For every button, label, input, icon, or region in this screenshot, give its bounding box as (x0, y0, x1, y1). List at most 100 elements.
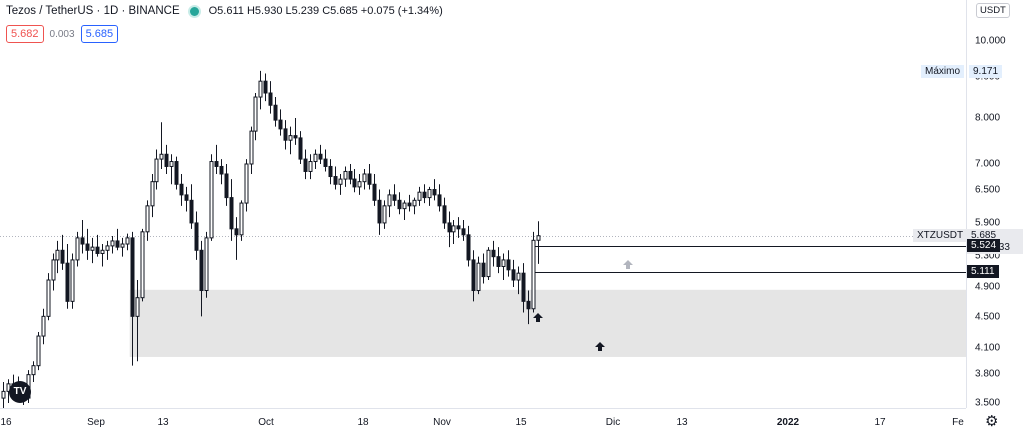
candle (214, 144, 219, 174)
buy-button[interactable]: 5.685 (80, 25, 119, 43)
gear-icon[interactable]: ⚙ (985, 413, 999, 430)
line-price-tag: 5.111 (967, 265, 999, 278)
candle-body (258, 80, 263, 98)
time-scale[interactable]: 16 Sep 13 Oct 18 Nov 15 Dic 13 2022 17 Fe (0, 408, 966, 435)
candle (125, 233, 130, 251)
candle-body (244, 163, 249, 204)
candle-body (402, 202, 407, 210)
symbol-legend: Tezos / TetherUS · 1D · BINANCE O5.611 H… (6, 5, 443, 17)
candle (70, 253, 75, 309)
candle (377, 189, 382, 235)
market-status-icon (189, 6, 199, 16)
candle (422, 184, 427, 204)
candle (263, 73, 268, 102)
symbol-title[interactable]: Tezos / TetherUS · 1D · BINANCE (6, 5, 180, 17)
candle-body (407, 202, 412, 207)
candle-body (392, 194, 397, 201)
candle-body (516, 272, 521, 281)
candle (90, 237, 95, 264)
candle (55, 240, 60, 274)
candle (466, 225, 471, 267)
candle (481, 253, 486, 284)
candle (397, 192, 402, 215)
candle (412, 197, 417, 215)
candle (244, 159, 249, 212)
candle-body (308, 161, 313, 172)
candle (150, 173, 155, 218)
time-tick-label: 13 (157, 417, 169, 428)
sell-button[interactable]: 5.682 (6, 25, 44, 43)
open-value: O5.611 (208, 5, 244, 17)
candle (31, 361, 36, 382)
candle-body (46, 279, 51, 317)
candle-body (169, 161, 174, 167)
symbol-tag: XTZUSDT (913, 229, 968, 242)
candle-body (486, 249, 491, 278)
candle (80, 220, 85, 254)
candle (486, 247, 491, 281)
candle (41, 308, 46, 345)
candle-body (333, 176, 338, 185)
candle (234, 217, 239, 260)
spread-value: 0.003 (49, 28, 75, 40)
candle-body (382, 205, 387, 224)
candle-body (471, 259, 476, 292)
candle-body (481, 262, 486, 278)
candle (308, 154, 313, 180)
candle-body (219, 165, 224, 175)
candle (110, 236, 115, 254)
candle-body (51, 259, 56, 281)
candle-body (268, 92, 273, 106)
candle (526, 290, 531, 325)
price-scale[interactable]: 10.0009.0008.0007.0006.5005.9005.3004.90… (966, 0, 1023, 409)
chart-pane[interactable]: Tezos / TetherUS · 1D · BINANCE O5.611 H… (0, 0, 966, 408)
candle (501, 253, 506, 281)
candle (357, 173, 362, 195)
candle (169, 154, 174, 185)
candle-body (194, 222, 199, 251)
candle-body (367, 173, 372, 185)
candle (120, 237, 125, 257)
candle (209, 154, 214, 241)
time-tick-label: Nov (433, 417, 451, 428)
currency-button[interactable]: USDT (976, 3, 1010, 18)
candle (338, 173, 343, 195)
candle-body (456, 225, 461, 230)
candle (432, 179, 437, 201)
candle (154, 149, 159, 190)
candle-body (476, 262, 481, 292)
candle (65, 244, 70, 309)
candle (115, 228, 120, 251)
candle-body (417, 191, 422, 201)
candle-body (85, 243, 90, 251)
candle (407, 194, 412, 212)
candle-body (506, 259, 511, 271)
time-tick-label: Fe (952, 417, 964, 428)
up-arrow-icon (533, 313, 543, 322)
candle (46, 273, 51, 321)
candle (268, 81, 273, 114)
candle (343, 166, 348, 187)
high-value: H5.930 (246, 5, 283, 17)
time-tick-label: 2022 (776, 417, 800, 428)
candle-body (189, 199, 194, 224)
candle-body (135, 297, 140, 317)
candle (447, 211, 452, 248)
candle-body (536, 235, 541, 241)
tradingview-logo[interactable]: TV (9, 381, 31, 403)
candle (194, 211, 199, 260)
candle-body (442, 205, 447, 224)
time-tick-label: 13 (676, 417, 688, 428)
price-tick-label: 4.900 (975, 281, 1001, 293)
low-value: L5.239 (285, 5, 320, 17)
candle-body (36, 335, 41, 367)
candle (328, 159, 333, 185)
candle (95, 234, 100, 257)
candle-body (466, 234, 471, 261)
candle (372, 173, 377, 206)
candle-body (511, 269, 516, 281)
candlestick-chart[interactable] (0, 0, 966, 408)
candle-body (496, 256, 501, 267)
candle-body (234, 228, 239, 236)
candle-body (145, 205, 150, 233)
